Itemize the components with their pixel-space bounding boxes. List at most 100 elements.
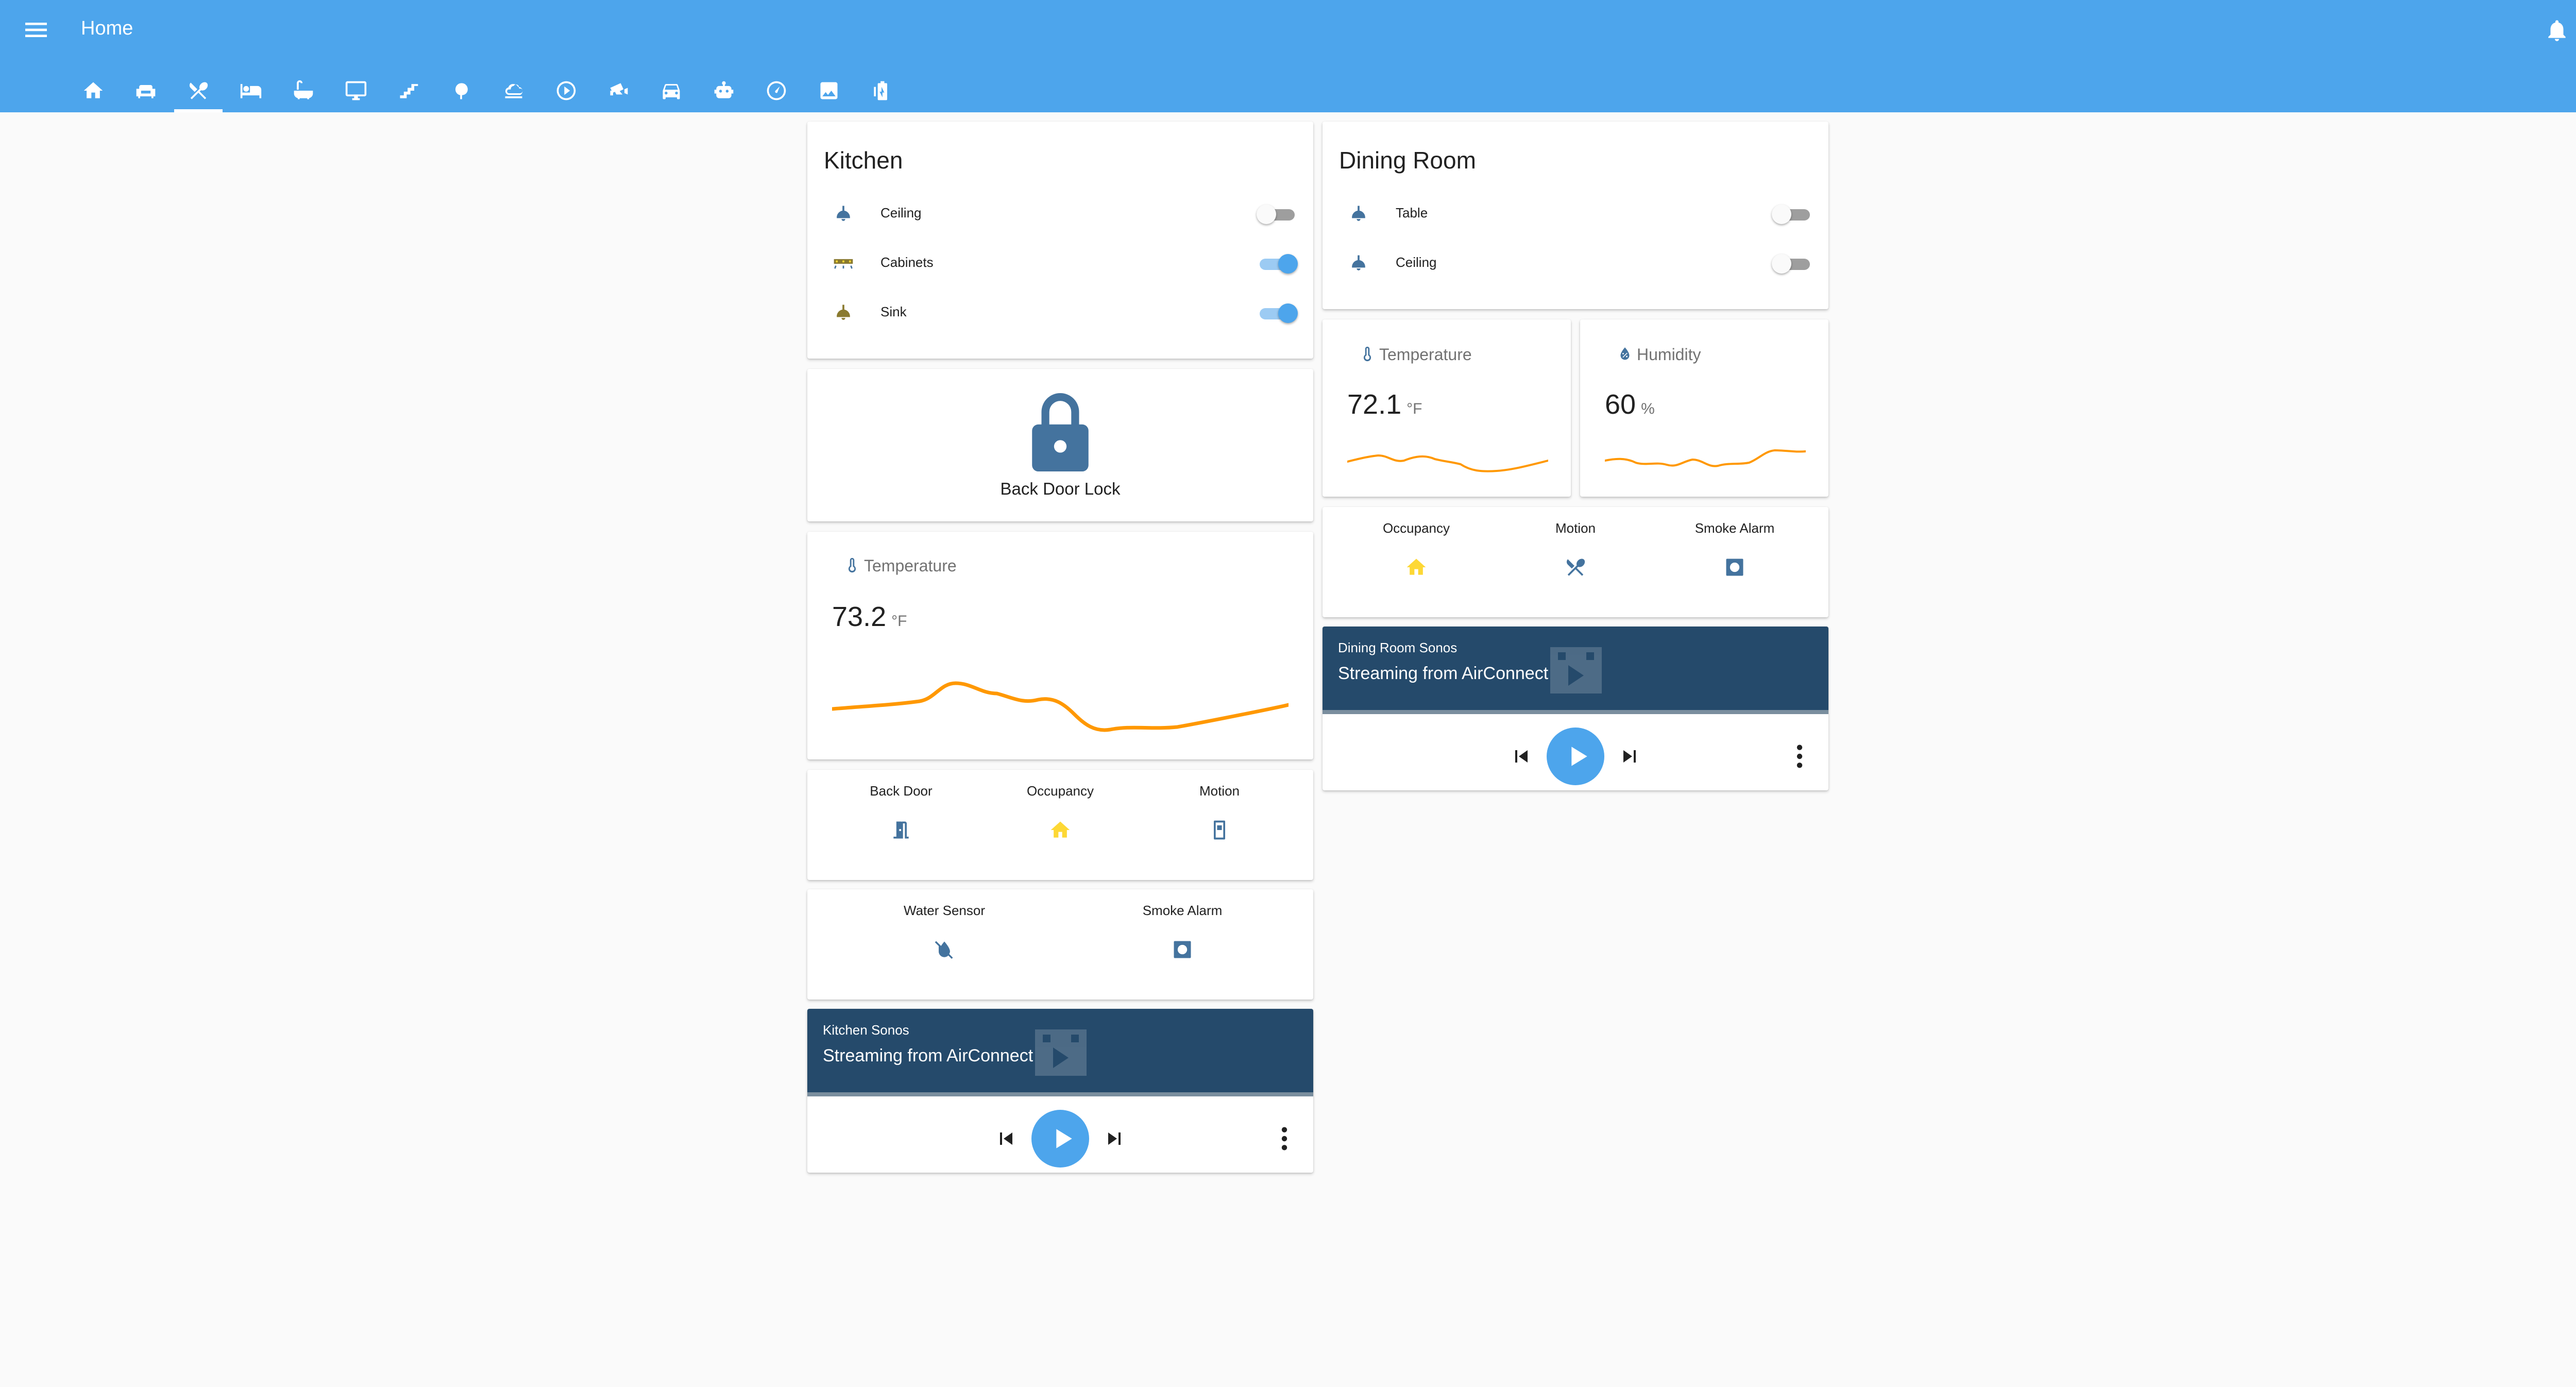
kitchen-glance-card: Back Door Occupancy Motion: [807, 770, 1313, 880]
media-info[interactable]: Dining Room Sonos Streaming from AirConn…: [1323, 627, 1828, 714]
ceiling-light-icon[interactable]: [832, 203, 855, 226]
back-door-lock-card[interactable]: Back Door Lock: [807, 369, 1313, 521]
smoke-detector-icon: [1174, 941, 1191, 958]
entity-row-table: Table: [1323, 190, 1828, 239]
glance-occupancy[interactable]: Occupancy: [1354, 520, 1478, 579]
glance-label: Smoke Alarm: [1142, 903, 1223, 918]
tab-vacuum[interactable]: [698, 69, 750, 112]
menu-icon[interactable]: [22, 15, 50, 44]
home-icon: [1406, 559, 1426, 575]
entity-label: Sink: [880, 304, 907, 319]
tree-icon: [455, 83, 468, 99]
dining-temperature-card[interactable]: Temperature 72.1 °F: [1323, 319, 1571, 497]
led-strip-icon[interactable]: [832, 252, 855, 275]
glance-label: Water Sensor: [904, 903, 985, 918]
dining-ceiling-toggle[interactable]: [1772, 253, 1813, 274]
sensor-value: 60%: [1605, 389, 1655, 420]
play-button[interactable]: [1547, 728, 1604, 785]
media-controls: [807, 1096, 1313, 1173]
entity-label: Ceiling: [880, 205, 922, 221]
water-off-icon: [935, 941, 953, 959]
tab-weather[interactable]: [487, 69, 540, 112]
stairs-icon: [400, 84, 418, 98]
car-icon: [663, 84, 680, 99]
skip-previous-icon[interactable]: [1509, 744, 1534, 769]
tab-yard[interactable]: [435, 69, 487, 112]
music-placeholder-icon: [1550, 647, 1602, 693]
tab-stairs[interactable]: [382, 69, 435, 112]
glance-motion[interactable]: Motion: [1158, 783, 1281, 841]
tab-media[interactable]: [540, 69, 592, 112]
tab-bathroom[interactable]: [277, 69, 330, 112]
media-status: Streaming from AirConnect: [823, 1046, 1033, 1065]
cabinets-toggle[interactable]: [1257, 253, 1298, 274]
media-controls: [1323, 714, 1828, 790]
media-status: Streaming from AirConnect: [1338, 664, 1549, 683]
skip-next-icon[interactable]: [1102, 1126, 1127, 1151]
entity-row-ceiling: Ceiling: [1323, 239, 1828, 289]
glance-smoke-alarm[interactable]: Smoke Alarm: [1121, 903, 1244, 961]
silverware-icon: [189, 82, 208, 99]
tab-cameras[interactable]: [592, 69, 645, 112]
kitchen-safety-glance-card: Water Sensor Smoke Alarm: [807, 889, 1313, 1000]
tab-bedroom[interactable]: [225, 69, 277, 112]
media-progress-bar: [1323, 710, 1828, 714]
glance-back-door[interactable]: Back Door: [839, 783, 963, 841]
lock-label: Back Door Lock: [1000, 479, 1121, 498]
glance-smoke-alarm[interactable]: Smoke Alarm: [1673, 520, 1797, 579]
bed-icon: [240, 84, 262, 98]
media-info[interactable]: Kitchen Sonos Streaming from AirConnect: [807, 1009, 1313, 1096]
sink-toggle[interactable]: [1257, 303, 1298, 324]
silverware-icon: [1566, 559, 1585, 576]
play-icon: [1571, 747, 1587, 766]
sensor-value: 73.2 °F: [832, 601, 907, 632]
sensor-name: Temperature: [864, 556, 957, 575]
robot-icon: [714, 81, 734, 98]
tab-living-room[interactable]: [120, 69, 172, 112]
tab-pictures[interactable]: [803, 69, 855, 112]
table-toggle[interactable]: [1772, 204, 1813, 225]
motion-sensor-icon: [1214, 820, 1225, 840]
sensor-value: 72.1 °F: [1347, 389, 1422, 420]
tab-kitchen[interactable]: [172, 69, 225, 112]
bell-icon[interactable]: [2544, 18, 2570, 43]
glance-label: Smoke Alarm: [1694, 520, 1775, 536]
home-icon: [83, 82, 103, 98]
entity-label: Cabinets: [880, 255, 934, 270]
gauge-icon: [767, 81, 786, 100]
entity-row-sink: Sink: [807, 289, 1313, 338]
tab-home[interactable]: [67, 69, 120, 112]
humidity-sparkline: [1605, 449, 1806, 467]
cctv-icon: [610, 83, 628, 96]
dining-entities-card: Dining Room Table Ceiling: [1323, 122, 1828, 309]
dining-humidity-card[interactable]: Humidity 60%: [1580, 319, 1828, 497]
kitchen-temperature-card[interactable]: Temperature 73.2 °F: [807, 532, 1313, 759]
ceiling-light-icon[interactable]: [832, 302, 855, 325]
more-vert-icon[interactable]: [1279, 1125, 1290, 1152]
tab-battery[interactable]: [855, 69, 908, 112]
media-player-name: Kitchen Sonos: [823, 1022, 909, 1038]
app-header: Home: [0, 0, 2576, 112]
ceiling-light-icon[interactable]: [1347, 203, 1370, 226]
sensor-header: Temperature: [848, 556, 957, 576]
temperature-sparkline: [832, 681, 1289, 732]
ceiling-toggle[interactable]: [1257, 204, 1298, 225]
glance-water-sensor[interactable]: Water Sensor: [883, 903, 1006, 961]
glance-label: Back Door: [870, 783, 933, 799]
tab-office[interactable]: [330, 69, 382, 112]
skip-previous-icon[interactable]: [994, 1126, 1019, 1151]
play-button[interactable]: [1031, 1110, 1089, 1168]
play-icon: [1056, 1129, 1072, 1148]
sensor-name: Humidity: [1637, 345, 1701, 364]
lock-icon[interactable]: [1023, 390, 1098, 475]
tab-garage[interactable]: [645, 69, 698, 112]
glance-label: Occupancy: [1026, 783, 1094, 799]
card-title: Kitchen: [824, 147, 903, 174]
skip-next-icon[interactable]: [1617, 744, 1642, 769]
kitchen-sonos-media-card: Kitchen Sonos Streaming from AirConnect: [807, 1009, 1313, 1173]
tab-energy[interactable]: [750, 69, 803, 112]
glance-occupancy[interactable]: Occupancy: [998, 783, 1122, 841]
glance-motion[interactable]: Motion: [1514, 520, 1637, 579]
ceiling-light-icon[interactable]: [1347, 252, 1370, 275]
more-vert-icon[interactable]: [1794, 743, 1805, 770]
